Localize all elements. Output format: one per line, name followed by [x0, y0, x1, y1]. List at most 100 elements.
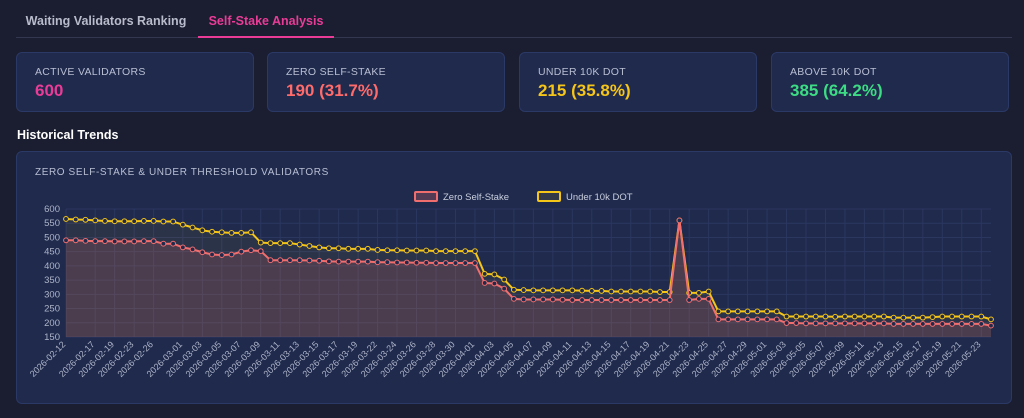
data-point [803, 313, 809, 320]
data-point [637, 297, 644, 303]
data-point [919, 314, 926, 321]
y-tick-label: 300 [44, 289, 60, 300]
data-point [744, 316, 751, 323]
data-point [812, 313, 819, 320]
stat-label: ZERO SELF-STAKE [286, 66, 386, 78]
data-point [754, 308, 761, 315]
data-point [140, 238, 147, 245]
data-point [793, 313, 800, 320]
data-point [637, 288, 644, 295]
data-point [705, 295, 712, 302]
data-point [462, 248, 469, 254]
data-point [150, 238, 157, 245]
data-point [150, 218, 157, 224]
data-point [851, 313, 858, 320]
data-point [598, 297, 605, 303]
data-point [900, 321, 907, 327]
data-point [63, 237, 69, 244]
data-point [540, 296, 547, 303]
data-point [248, 247, 254, 254]
data-point [72, 237, 79, 244]
data-point [734, 316, 741, 323]
data-point [803, 320, 809, 327]
data-point [170, 218, 177, 225]
data-point [257, 248, 264, 254]
data-point [559, 287, 566, 294]
data-point [627, 297, 634, 303]
tab-waiting-validators-ranking[interactable]: Waiting Validators Ranking [25, 14, 187, 28]
data-point [842, 313, 848, 320]
data-point [179, 221, 186, 228]
data-point [773, 316, 780, 323]
data-point [627, 288, 634, 295]
data-point [238, 248, 245, 255]
data-point [822, 313, 829, 320]
data-point [540, 287, 547, 294]
data-point [861, 313, 868, 320]
data-point [569, 297, 576, 303]
data-point [111, 238, 118, 245]
data-point [530, 296, 537, 303]
data-point [861, 320, 868, 327]
data-point [218, 252, 225, 258]
data-point [783, 313, 790, 320]
data-point [559, 296, 566, 303]
data-point [783, 320, 790, 326]
stat-card-under-10k-dot: UNDER 10K DOT 215 (35.8%) [519, 52, 757, 112]
data-point [579, 297, 585, 303]
data-point [277, 240, 284, 247]
data-point [374, 259, 381, 266]
data-point [413, 247, 420, 254]
data-point [939, 313, 946, 320]
data-point [949, 313, 955, 320]
data-point [374, 247, 381, 253]
data-point [676, 217, 683, 224]
data-point [277, 257, 284, 264]
data-point [209, 228, 215, 235]
data-point [257, 239, 264, 246]
tab-self-stake-analysis[interactable]: Self-Stake Analysis [198, 0, 334, 38]
data-point [569, 287, 576, 294]
data-point [618, 288, 624, 295]
data-point [588, 297, 595, 303]
data-point [686, 297, 693, 303]
data-point [968, 313, 975, 320]
data-point [345, 245, 352, 252]
data-point [228, 229, 235, 236]
data-point [734, 308, 741, 315]
data-point [160, 218, 167, 225]
stat-value: 190 (31.7%) [286, 81, 379, 100]
data-point [647, 288, 654, 295]
data-point [433, 248, 439, 254]
data-point [988, 322, 994, 329]
data-point [978, 321, 985, 327]
data-point [530, 287, 537, 294]
data-point [384, 247, 391, 254]
stat-value: 215 (35.8%) [538, 81, 631, 100]
data-point [812, 320, 819, 327]
data-point [764, 316, 770, 323]
data-point [695, 290, 702, 296]
stat-label: ACTIVE VALIDATORS [35, 66, 146, 78]
chart-title: ZERO SELF-STAKE & UNDER THRESHOLD VALIDA… [35, 167, 329, 178]
y-tick-label: 250 [44, 304, 60, 315]
data-point [764, 308, 770, 315]
data-point [919, 321, 926, 327]
data-point [102, 238, 108, 245]
data-point [423, 259, 430, 266]
data-point [715, 308, 722, 315]
data-point [472, 248, 478, 254]
data-point [871, 320, 878, 327]
data-point [92, 238, 99, 245]
data-point [413, 259, 420, 266]
data-point [355, 245, 362, 252]
data-point [501, 285, 508, 292]
data-point [394, 259, 400, 266]
data-point [92, 217, 99, 224]
data-point [335, 258, 342, 265]
data-point [666, 297, 673, 303]
y-tick-label: 200 [44, 318, 60, 329]
data-point [384, 259, 391, 266]
data-point [871, 313, 878, 320]
data-point [520, 296, 527, 303]
